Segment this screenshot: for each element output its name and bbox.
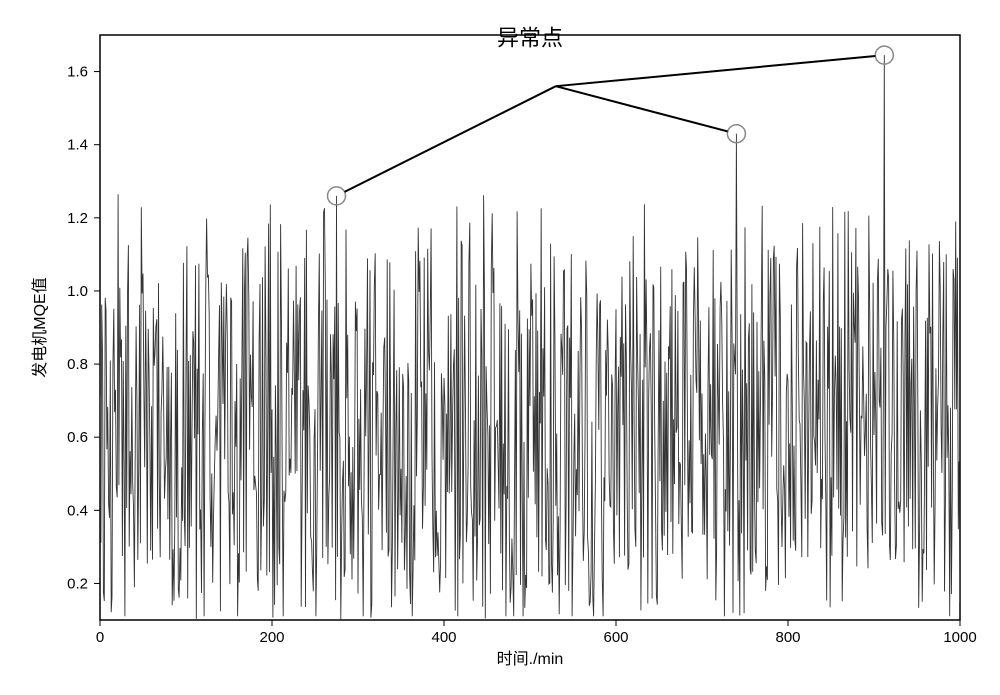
annotation-connector — [556, 86, 728, 131]
x-tick-label: 1000 — [943, 629, 976, 646]
y-tick-label: 0.4 — [67, 502, 88, 519]
x-tick-label: 800 — [775, 629, 800, 646]
y-axis-label: 发电机MQE值 — [31, 277, 49, 377]
x-tick-label: 600 — [603, 629, 628, 646]
y-tick-label: 1.0 — [67, 283, 88, 300]
x-tick-label: 200 — [259, 629, 284, 646]
x-tick-label: 400 — [431, 629, 456, 646]
annotation-connector — [345, 86, 556, 192]
x-axis-label: 时间./min — [497, 650, 564, 668]
y-tick-label: 1.4 — [67, 137, 88, 154]
y-tick-label: 0.8 — [67, 356, 88, 373]
y-tick-label: 1.6 — [67, 64, 88, 81]
y-tick-label: 0.2 — [67, 575, 88, 592]
line-chart: 0 200 400 600 800 1000 0.2 0.4 0.6 0.8 1.0 1.2 1.4 1.… — [20, 20, 980, 675]
y-tick-label: 1.2 — [67, 210, 88, 227]
annotation-label: 异常点 — [497, 26, 563, 51]
mqe-series-line — [100, 55, 960, 619]
chart-container: 0 200 400 600 800 1000 0.2 0.4 0.6 0.8 1.0 1.2 1.4 1.… — [20, 20, 980, 675]
y-tick-label: 0.6 — [67, 429, 88, 446]
x-tick-label: 0 — [96, 629, 104, 646]
annotation-connector — [556, 56, 876, 86]
